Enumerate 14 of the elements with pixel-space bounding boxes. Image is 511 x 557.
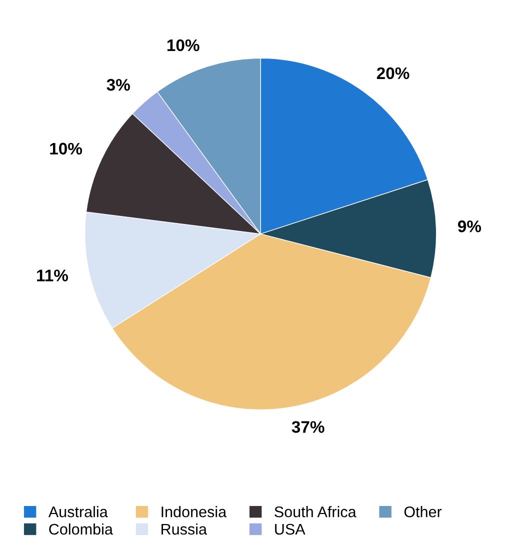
data-label: 3%	[106, 78, 130, 91]
legend-label: Colombia	[49, 523, 113, 535]
legend-label: Russia	[162, 523, 208, 535]
data-label: 11%	[37, 270, 68, 282]
legend-label: USA	[275, 524, 306, 535]
legend-label: Other	[404, 506, 442, 518]
legend-label: Australia	[48, 506, 108, 518]
data-label: 10%	[50, 142, 82, 155]
data-label: 20%	[376, 67, 410, 80]
data-label: 37%	[292, 421, 324, 433]
legend-label: Indonesia	[162, 506, 227, 518]
legend-label: South Africa	[274, 506, 356, 518]
data-label: 9%	[458, 220, 482, 232]
data-label: 10%	[167, 39, 200, 52]
